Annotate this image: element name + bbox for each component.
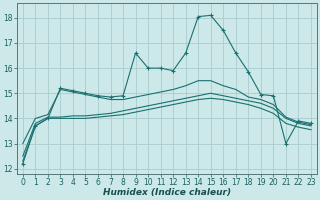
X-axis label: Humidex (Indice chaleur): Humidex (Indice chaleur) — [103, 188, 231, 197]
